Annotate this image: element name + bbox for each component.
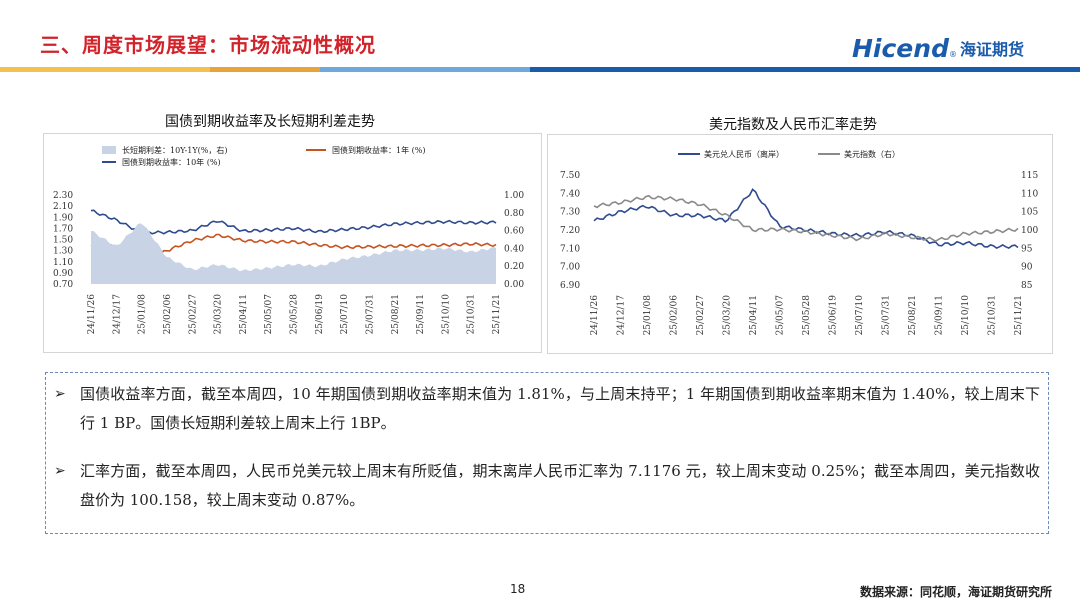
right-chart-x-tick: 25/05/07: [776, 295, 786, 336]
right-chart-x-tick: 25/08/21: [908, 295, 918, 335]
left-chart-y-left-tick: 2.10: [53, 202, 73, 212]
right-chart-x-tick: 25/07/31: [882, 295, 892, 335]
header-bar-lightblue: [320, 67, 530, 72]
bullet-arrow-icon: ➢: [54, 463, 66, 479]
legend-label-cny: 美元兑人民币（离岸）: [704, 149, 784, 159]
right-chart-x-tick: 24/11/26: [590, 295, 600, 336]
left-chart-series-line: [90, 209, 497, 235]
right-chart-x-tick: 25/02/06: [670, 295, 680, 336]
left-chart-x-tick: 25/10/31: [467, 294, 477, 334]
bullet-item-fx: ➢ 汇率方面，截至本周四，人民币兑美元较上周末有所贬值，期末离岸人民币汇率为 7…: [54, 457, 1040, 515]
left-chart-y-right-tick: 0.80: [504, 209, 524, 219]
legend-swatch-spread: [102, 146, 116, 154]
left-chart-title: 国债到期收益率及长短期利差走势: [165, 114, 375, 130]
bullet-text-fx: 汇率方面，截至本周四，人民币兑美元较上周末有所贬值，期末离岸人民币汇率为 7.1…: [80, 462, 1040, 509]
page-title: 三、周度市场展望：市场流动性概况: [40, 33, 376, 57]
hicend-logo: Hicend ® 海证期货: [852, 28, 1024, 68]
left-chart-y-right-tick: 0.00: [504, 280, 524, 290]
header-bar-darkblue: [530, 67, 1080, 72]
left-chart-y-left-tick: 0.70: [53, 280, 73, 290]
left-chart-y-left-tick: 1.50: [53, 236, 73, 246]
legend-label-dxy: 美元指数（右）: [844, 149, 900, 159]
logo-registered-mark: ®: [948, 50, 957, 59]
left-chart-x-tick: 25/07/31: [365, 294, 375, 334]
left-chart-x-tick: 24/12/17: [112, 294, 122, 335]
left-chart-y-left-tick: 1.10: [53, 258, 73, 268]
right-chart-y-right-tick: 95: [1021, 244, 1033, 254]
header-bar-yellow: [0, 67, 210, 72]
right-chart-y-right-tick: 110: [1021, 189, 1038, 199]
logo-cn-text: 海证期货: [959, 40, 1024, 59]
left-chart-y-left-tick: 1.70: [53, 224, 73, 234]
right-chart-x-tick: 25/02/27: [696, 295, 706, 336]
right-chart-y-right-tick: 100: [1021, 226, 1038, 236]
right-chart-series-line: [593, 188, 1019, 250]
left-chart-x-tick: 25/03/20: [214, 294, 224, 335]
right-chart-svg: 美元兑人民币（离岸） 美元指数（右） 7.50 7.40 7.30 7.20 7.10 7…: [560, 149, 1038, 336]
left-chart-y-right-tick: 1.00: [504, 191, 524, 201]
left-chart-y-right-tick: 0.60: [504, 227, 524, 237]
right-chart-y-right-tick: 85: [1021, 281, 1033, 291]
left-chart-y-right-tick: 0.40: [504, 244, 524, 254]
left-chart-series-area: [91, 223, 496, 284]
right-chart-x-tick: 25/09/11: [935, 295, 945, 335]
right-chart-y-right-tick: 115: [1021, 171, 1038, 181]
left-chart-svg: 长短期利差：10Y-1Y(%，右) 国债到期收益率：1年 (%) 国债到期收益率…: [53, 145, 524, 335]
right-chart-y-right-tick: 105: [1021, 208, 1038, 218]
logo-text: Hicend: [852, 33, 949, 63]
right-chart-x-tick: 25/04/11: [749, 295, 759, 335]
right-chart-x-tick: 25/01/08: [643, 295, 653, 336]
legend-label-1y: 国债到期收益率：1年 (%): [332, 145, 425, 155]
legend-label-10y: 国债到期收益率：10年 (%): [122, 157, 221, 167]
left-chart-x-tick: 25/11/21: [492, 294, 502, 334]
bullet-item-bond-yield: ➢ 国债收益率方面，截至本周四，10 年期国债到期收益率期末值为 1.81%，与…: [54, 380, 1040, 438]
left-chart-x-tick: 25/10/10: [441, 294, 451, 335]
right-chart-y-left-tick: 7.30: [560, 208, 580, 218]
right-chart-x-tick: 25/06/19: [829, 295, 839, 336]
right-chart-series-line: [593, 194, 1019, 243]
right-chart-y-left-tick: 7.40: [560, 189, 580, 199]
left-chart-y-left-tick: 1.30: [53, 247, 73, 257]
bullet-arrow-icon: ➢: [54, 386, 66, 402]
right-chart-x-tick: 25/11/21: [1014, 295, 1024, 335]
header-bar-orange: [210, 67, 320, 72]
right-chart-y-left-tick: 7.10: [560, 244, 580, 254]
page-number: 18: [510, 582, 526, 596]
left-chart-y-right-tick: 0.20: [504, 262, 524, 272]
right-chart-y-left-tick: 7.50: [560, 171, 580, 181]
left-chart-x-tick: 24/11/26: [87, 294, 97, 335]
right-chart-x-tick: 25/03/20: [723, 295, 733, 336]
right-chart-y-left-tick: 6.90: [560, 281, 580, 291]
left-chart-x-tick: 25/02/06: [163, 294, 173, 335]
right-chart-y-left-tick: 7.20: [560, 226, 580, 236]
left-chart: 长短期利差：10Y-1Y(%，右) 国债到期收益率：1年 (%) 国债到期收益率…: [43, 133, 542, 353]
right-chart-x-tick: 25/10/31: [988, 295, 998, 335]
left-chart-x-tick: 25/02/27: [188, 294, 198, 335]
left-chart-x-tick: 25/08/21: [391, 294, 401, 334]
data-source-note: 数据来源：同花顺，海证期货研究所: [859, 585, 1052, 599]
right-chart-x-tick: 24/12/17: [617, 295, 627, 336]
right-chart-x-tick: 25/10/10: [961, 295, 971, 336]
right-chart-y-right-tick: 90: [1021, 263, 1033, 273]
left-chart-x-tick: 25/01/08: [138, 294, 148, 335]
right-chart-title: 美元指数及人民币汇率走势: [709, 117, 877, 133]
right-chart-x-tick: 25/07/10: [855, 295, 865, 336]
left-chart-x-tick: 25/07/10: [340, 294, 350, 335]
left-chart-x-tick: 25/09/11: [416, 294, 426, 334]
bullet-text-bond-yield: 国债收益率方面，截至本周四，10 年期国债到期收益率期末值为 1.81%，与上周…: [80, 385, 1040, 432]
right-chart-y-left-tick: 7.00: [560, 263, 580, 273]
legend-label-spread: 长短期利差：10Y-1Y(%，右): [122, 145, 228, 155]
left-chart-x-tick: 25/05/28: [290, 294, 300, 335]
summary-box: ➢ 国债收益率方面，截至本周四，10 年期国债到期收益率期末值为 1.81%，与…: [45, 372, 1049, 534]
left-chart-y-left-tick: 1.90: [53, 213, 73, 223]
right-chart-x-tick: 25/05/28: [802, 295, 812, 336]
left-chart-y-left-tick: 2.30: [53, 191, 73, 201]
left-chart-x-tick: 25/06/19: [315, 294, 325, 335]
left-chart-x-tick: 25/05/07: [264, 294, 274, 335]
right-chart: 美元兑人民币（离岸） 美元指数（右） 7.50 7.40 7.30 7.20 7.10 7…: [547, 134, 1053, 354]
left-chart-x-tick: 25/04/11: [239, 294, 249, 334]
left-chart-y-left-tick: 0.90: [53, 269, 73, 279]
